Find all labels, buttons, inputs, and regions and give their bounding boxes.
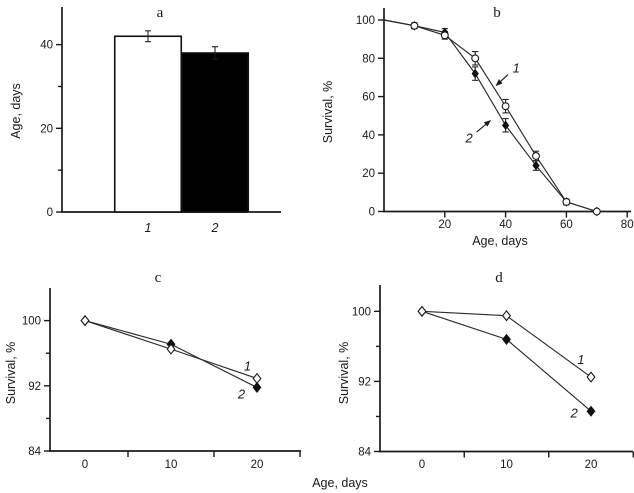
y-tick-label: 84	[358, 447, 371, 459]
x-tick-label: 0	[82, 459, 88, 471]
open-diamond-marker-series-1	[166, 343, 176, 355]
x-tick-label: 20	[251, 459, 264, 471]
series-2-curve-label: 2	[237, 386, 246, 401]
open-diamond-marker-series-1	[80, 314, 90, 327]
x-tick-label: 20	[585, 459, 598, 471]
series-1-curve-label: 1	[513, 60, 520, 75]
panel-c-title: c	[155, 270, 162, 286]
bar-1	[113, 35, 183, 213]
x-tick-label: 10	[500, 459, 513, 471]
y-tick-label: 40	[40, 40, 53, 52]
category-label-2: 2	[211, 221, 219, 235]
panel-c-chart: 84 92 100 c Survival, % 0 10 20 1 2	[4, 270, 301, 471]
y-tick-label: 40	[362, 130, 375, 142]
panel-a-chart: 0 20 40 a Age, days 1 2	[9, 5, 281, 235]
panel-b-chart: 0 20 40 60 80 100 b Survival, % 20 40 60 80 Age, day…	[321, 5, 634, 248]
open-circle-marker-series-1	[562, 197, 571, 206]
open-circle-marker-series-1	[471, 54, 480, 63]
category-label-1: 1	[145, 221, 152, 235]
series-2-curve-label: 2	[465, 130, 474, 145]
open-diamond-marker-series-1	[586, 371, 596, 383]
x-tick-label: 10	[165, 459, 178, 471]
shared-x-axis-label: Age, days	[312, 476, 368, 490]
y-tick-label: 100	[22, 316, 41, 328]
open-diamond-marker-series-1	[252, 372, 262, 385]
y-axis-label: Survival, %	[4, 342, 18, 405]
y-tick-label: 84	[28, 446, 41, 458]
bar-2	[180, 52, 250, 213]
y-tick-label: 92	[28, 381, 41, 393]
y-tick-label: 0	[369, 207, 375, 219]
open-circle-marker-series-1	[410, 21, 419, 30]
y-tick-label: 20	[40, 123, 53, 135]
y-tick-label: 80	[362, 53, 375, 65]
series-1-curve-label: 1	[244, 359, 251, 374]
filled-diamond-marker-series-2	[502, 333, 511, 345]
filled-diamond-marker-series-2	[471, 68, 479, 79]
panel-a-title: a	[157, 5, 164, 21]
open-diamond-marker-series-1	[501, 310, 512, 322]
open-circle-marker-series-1	[592, 207, 601, 216]
y-axis-label: Survival, %	[337, 342, 351, 405]
filled-diamond-marker-series-2	[501, 120, 510, 131]
y-tick-label: 100	[356, 15, 375, 27]
x-axis-label: Age, days	[472, 234, 528, 248]
open-circle-marker-series-1	[501, 102, 510, 111]
series-2-curve-label: 2	[569, 405, 578, 420]
y-tick-label: 20	[362, 168, 375, 180]
y-tick-label: 0	[47, 207, 53, 219]
y-tick-label: 60	[362, 92, 375, 104]
x-tick-label: 40	[499, 219, 512, 231]
panel-d-title: d	[495, 270, 503, 286]
y-axis-label: Age, days	[9, 83, 23, 139]
open-circle-marker-series-1	[532, 152, 540, 160]
filled-diamond-marker-series-2	[252, 381, 262, 394]
x-tick-label: 80	[621, 219, 634, 231]
series-2-line	[421, 310, 592, 412]
panel-b-title: b	[493, 5, 501, 21]
series-2-line	[383, 19, 597, 213]
filled-diamond-marker-series-2	[532, 160, 540, 171]
x-tick-label: 0	[419, 459, 425, 471]
y-tick-label: 100	[352, 306, 371, 318]
y-axis-label: Survival, %	[321, 81, 335, 144]
open-circle-marker-series-1	[440, 31, 449, 40]
x-tick-label: 20	[438, 219, 451, 231]
panel-d-chart: 84 92 100 d Survival, % 0 10 20 1 2	[337, 270, 634, 471]
annotation-arrow	[500, 74, 509, 82]
annotation-arrow	[476, 124, 487, 133]
x-tick-label: 60	[560, 219, 573, 231]
y-tick-label: 92	[358, 376, 371, 388]
series-1-curve-label: 1	[577, 352, 584, 367]
annotation-arrow-head	[483, 119, 492, 127]
filled-diamond-marker-series-2	[586, 405, 596, 417]
annotation-arrow-head	[495, 79, 503, 87]
series-1-line	[383, 19, 597, 213]
open-diamond-marker-series-1	[417, 305, 427, 318]
